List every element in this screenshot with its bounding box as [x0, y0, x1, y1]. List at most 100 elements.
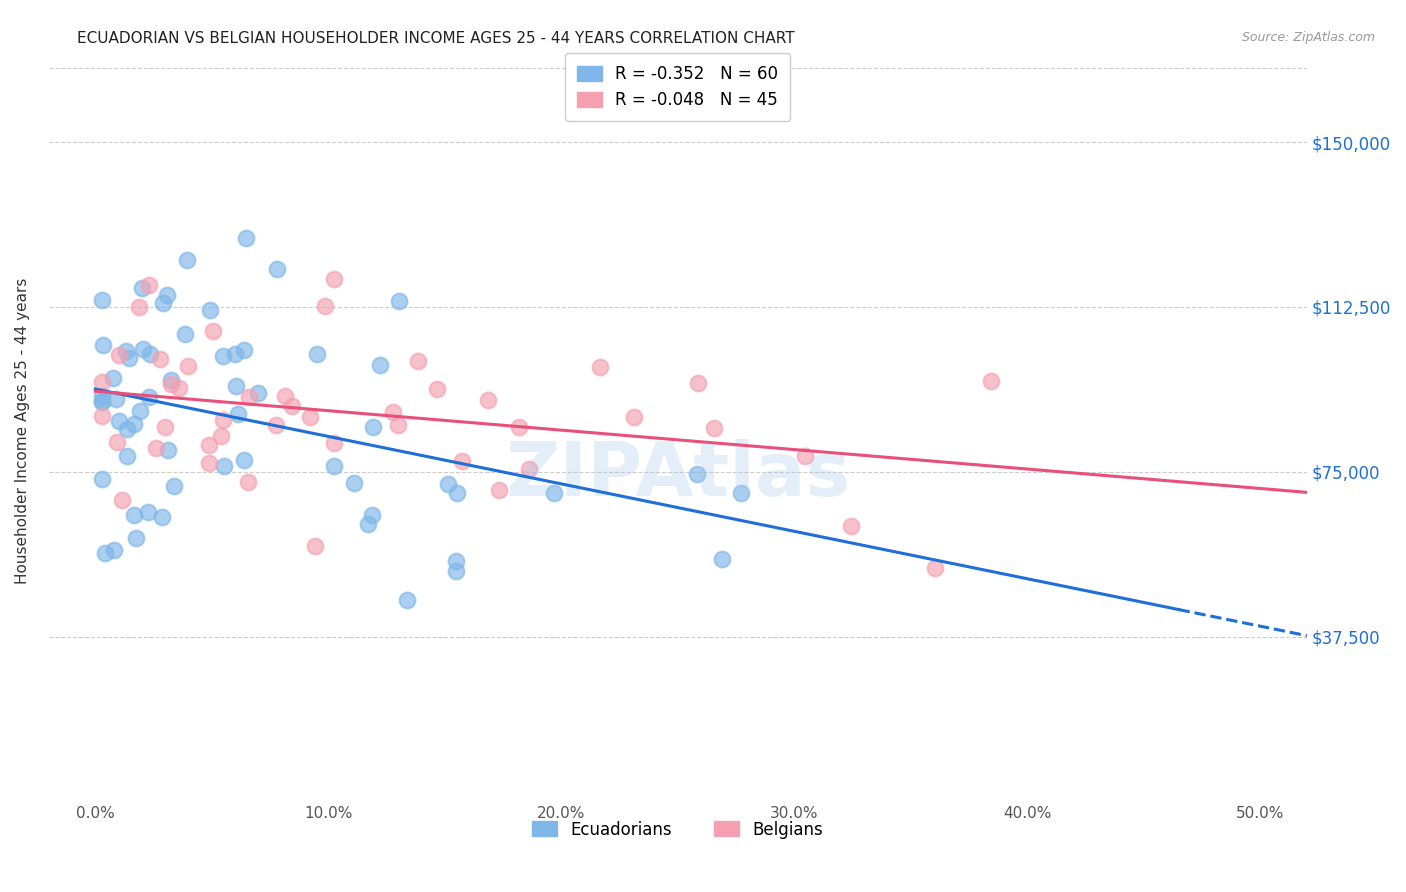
- Point: [212, 458, 235, 473]
- Point: [91, 375, 114, 389]
- Legend: Ecuadorians, Belgians: Ecuadorians, Belgians: [526, 814, 830, 846]
- Point: [451, 454, 474, 468]
- Point: [91, 409, 114, 423]
- Point: [281, 399, 304, 413]
- Point: [122, 508, 145, 523]
- Point: [117, 449, 139, 463]
- Point: [356, 516, 378, 531]
- Point: [623, 409, 645, 424]
- Point: [360, 508, 382, 522]
- Point: [145, 441, 167, 455]
- Point: [138, 278, 160, 293]
- Point: [437, 477, 460, 491]
- Point: [382, 405, 405, 419]
- Point: [588, 359, 610, 374]
- Point: [91, 472, 114, 486]
- Point: [160, 372, 183, 386]
- Point: [156, 288, 179, 302]
- Point: [138, 390, 160, 404]
- Point: [266, 262, 288, 277]
- Point: [107, 348, 129, 362]
- Point: [488, 483, 510, 497]
- Point: [128, 300, 150, 314]
- Text: ECUADORIAN VS BELGIAN HOUSEHOLDER INCOME AGES 25 - 44 YEARS CORRELATION CHART: ECUADORIAN VS BELGIAN HOUSEHOLDER INCOME…: [77, 31, 794, 46]
- Point: [118, 351, 141, 366]
- Point: [446, 486, 468, 500]
- Point: [91, 338, 114, 352]
- Text: ZIPAtlas: ZIPAtlas: [505, 439, 851, 512]
- Point: [406, 354, 429, 368]
- Point: [370, 358, 392, 372]
- Point: [150, 509, 173, 524]
- Point: [543, 485, 565, 500]
- Point: [163, 479, 186, 493]
- Point: [139, 347, 162, 361]
- Point: [153, 420, 176, 434]
- Point: [980, 374, 1002, 388]
- Point: [477, 392, 499, 407]
- Point: [149, 352, 172, 367]
- Point: [91, 394, 114, 409]
- Point: [105, 392, 128, 406]
- Point: [361, 420, 384, 434]
- Point: [198, 302, 221, 317]
- Point: [233, 452, 256, 467]
- Point: [103, 543, 125, 558]
- Point: [388, 293, 411, 308]
- Point: [323, 459, 346, 474]
- Point: [136, 505, 159, 519]
- Point: [105, 435, 128, 450]
- Point: [176, 253, 198, 268]
- Point: [839, 518, 862, 533]
- Point: [233, 343, 256, 357]
- Point: [686, 467, 709, 481]
- Point: [235, 231, 257, 245]
- Point: [396, 593, 419, 607]
- Point: [343, 476, 366, 491]
- Point: [236, 475, 259, 490]
- Point: [209, 429, 232, 443]
- Point: [305, 347, 328, 361]
- Point: [711, 552, 734, 566]
- Point: [323, 271, 346, 285]
- Point: [115, 344, 138, 359]
- Point: [91, 293, 114, 308]
- Point: [323, 435, 346, 450]
- Point: [125, 531, 148, 545]
- Point: [212, 349, 235, 363]
- Text: Source: ZipAtlas.com: Source: ZipAtlas.com: [1241, 31, 1375, 45]
- Point: [266, 418, 288, 433]
- Point: [115, 422, 138, 436]
- Point: [703, 421, 725, 435]
- Point: [225, 378, 247, 392]
- Point: [298, 409, 321, 424]
- Y-axis label: Householder Income Ages 25 - 44 years: Householder Income Ages 25 - 44 years: [15, 277, 30, 583]
- Point: [94, 546, 117, 560]
- Point: [156, 443, 179, 458]
- Point: [167, 381, 190, 395]
- Point: [238, 390, 260, 404]
- Point: [91, 395, 114, 409]
- Point: [198, 456, 221, 470]
- Point: [111, 492, 134, 507]
- Point: [103, 371, 125, 385]
- Point: [314, 299, 336, 313]
- Point: [793, 449, 815, 463]
- Point: [122, 417, 145, 431]
- Point: [246, 385, 269, 400]
- Point: [128, 403, 150, 417]
- Point: [212, 413, 235, 427]
- Point: [686, 376, 709, 390]
- Point: [174, 326, 197, 341]
- Point: [160, 377, 183, 392]
- Point: [131, 280, 153, 294]
- Point: [152, 296, 174, 310]
- Point: [444, 564, 467, 578]
- Point: [304, 539, 326, 553]
- Point: [226, 407, 249, 421]
- Point: [444, 554, 467, 568]
- Point: [108, 414, 131, 428]
- Point: [273, 389, 295, 403]
- Point: [517, 462, 540, 476]
- Point: [924, 560, 946, 574]
